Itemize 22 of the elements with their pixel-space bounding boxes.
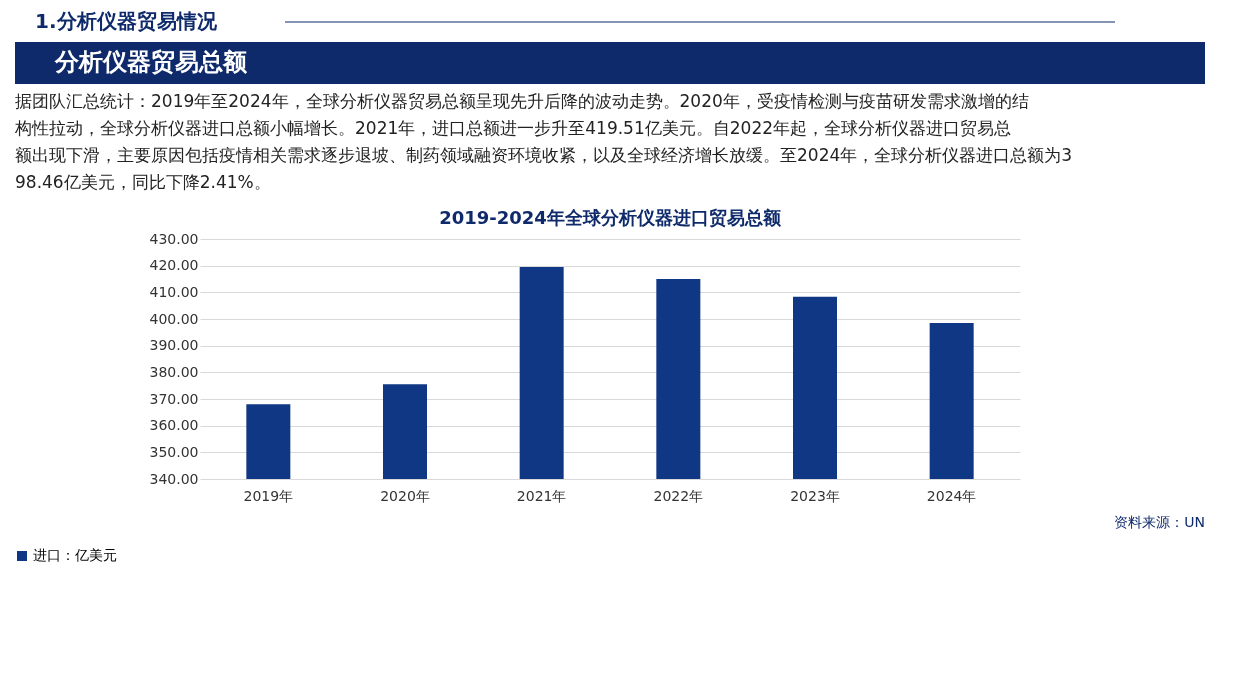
legend-label: 进口：亿美元 [33, 547, 117, 563]
y-tick-label: 370.00 [149, 390, 199, 407]
y-tick-label: 350.00 [149, 443, 199, 460]
chart-title: 2019-2024年全球分析仪器进口贸易总额 [439, 207, 782, 228]
text: 资料来源：UN [1114, 514, 1205, 530]
y-tick-label: 410.00 [149, 283, 199, 300]
x-tick-label: 2023年 [790, 487, 840, 504]
y-tick-label: 360.00 [149, 417, 199, 434]
y-tick-label: 430.00 [149, 230, 199, 247]
x-tick-label: 2022年 [653, 487, 704, 504]
x-tick-label: 2024年 [926, 487, 977, 504]
y-tick-label: 380.00 [149, 363, 199, 380]
text: 分析仪器贸易总额 [54, 48, 248, 76]
x-tick-label: 2019年 [243, 487, 294, 504]
text: 据团队汇总统计：2019年至2024年，全球分析仪器贸易总额呈现先升后降的波动走势。2020年，受疫情检测与疫苗研发需求激增的结构性拉动，全球分析仪器进口总额小幅增长。2021年，进口总额进一步升至419.51亿美元。自2022年起，全球分析仪器进口贸易总额出现下滑，主要原因包括疫情相关需求逐步退坡、制药领域融资环境收紧，以及全球经济增长放缓。至2024年，全球分析仪器进口总额为398.46亿美元，同比下降2.41%。 [14, 91, 1073, 192]
y-tick-label: 420.00 [149, 257, 199, 274]
chart-subtitle: 1.分析仪器贸易情况 [35, 9, 218, 33]
x-tick-label: 2020年 [380, 487, 430, 504]
y-tick-label: 340.00 [149, 470, 199, 487]
y-tick-label: 390.00 [149, 337, 199, 354]
x-tick-label: 2021年 [516, 487, 567, 504]
y-tick-label: 400.00 [149, 310, 199, 327]
